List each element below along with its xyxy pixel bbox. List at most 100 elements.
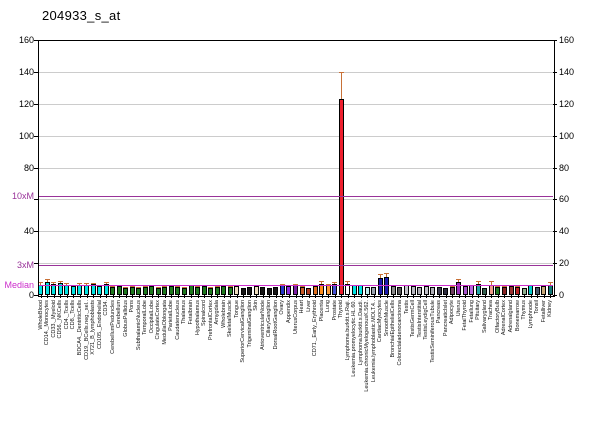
error-bar-cap [195,286,201,288]
y-axis-tick-right [553,103,557,105]
x-axis-tick [373,295,375,298]
bar [103,283,109,295]
bar [155,287,161,295]
x-tick-label: Heart [299,300,306,314]
x-tick-label: Lung [325,300,332,313]
error-bar-cap [475,280,481,282]
bar [97,286,103,295]
x-axis-tick [223,295,225,298]
bar [123,287,129,295]
bar [345,283,351,295]
y-axis-tick-left [34,103,38,105]
y-axis-tick-left [34,199,38,201]
x-tick-label: Pituitary [475,300,482,320]
x-tick-label: BronchialEpithelialCells [390,300,397,358]
x-tick-label: TestisSeminiferousTubule [429,300,436,363]
error-bar-cap [155,287,161,289]
bar [116,286,122,295]
x-tick-label: Spinalcord [201,300,208,326]
x-tick-label: Thyroid [338,300,345,319]
x-tick-label: BDCA4._DentriticCells [76,300,83,356]
error-bar-cap [338,71,344,73]
x-axis-tick [484,295,486,298]
x-axis-tick [524,295,526,298]
error-bar [549,282,551,285]
error-bar-cap [332,282,338,284]
x-axis-tick [399,295,401,298]
x-axis-tick [158,295,160,298]
x-tick-label: Wholebrain [220,300,227,328]
x-tick-label: Leukemia.promyelocytic.HL.60. [351,300,358,377]
error-bar [490,281,492,285]
bar [364,287,370,295]
bar [260,287,266,295]
x-tick-label: Thalamus [181,300,188,325]
bar [528,285,534,295]
gridline [38,135,553,137]
x-tick-label: Thymus [521,300,528,320]
bar [443,287,449,295]
x-axis-tick [550,295,552,298]
x-axis-tick [288,295,290,298]
x-tick-label: PrefrontalCortex [207,300,214,341]
bar [377,278,383,295]
y-axis-tick-right [553,71,557,73]
x-tick-label: TestisLeydigCell [423,300,430,340]
chart-title: 204933_s_at [42,8,121,23]
x-tick-label: Colorectaladenocarcinoma [396,300,403,366]
x-tick-label: Pons [129,300,136,313]
error-bar-cap [293,283,298,285]
bar [188,285,194,295]
y-axis-label-median: Median [4,279,34,290]
error-bar-cap [64,283,70,285]
error-bar [340,71,342,99]
bar [410,286,416,295]
x-axis-tick [295,295,297,298]
y-tick-label-right: 80 [559,162,570,173]
bar [547,284,553,295]
bar [541,286,547,295]
y-axis-tick-left [34,295,38,296]
bar [168,286,174,295]
x-axis-tick [497,295,499,298]
x-axis-tick [230,295,232,298]
bar [332,283,338,295]
bar [90,283,96,295]
bar [306,287,312,295]
bar [495,287,501,295]
x-tick-label: Placenta [318,300,325,322]
bar [312,286,318,295]
y-axis-tick-left [34,263,38,265]
y-axis-tick-right [553,295,557,296]
x-tick-label: SuperiorCervicalGanglion [240,300,247,363]
x-tick-label: AdrenalCortex [501,300,508,336]
bar [162,287,168,295]
error-bar-cap [136,287,142,289]
error-bar-cap [162,286,168,288]
bar [77,284,83,295]
x-tick-label: Fetalliver [540,300,547,323]
x-axis-tick [282,295,284,298]
error-bar-cap [449,286,455,288]
x-axis-tick [419,295,421,298]
error-bar [40,282,42,285]
bar [181,287,187,295]
y-tick-label-left: 80 [23,162,34,173]
bar [279,285,285,295]
y-tick-label-left: 0 [28,290,34,300]
bar [508,286,514,295]
error-bar-cap [456,279,462,281]
error-bar-cap [501,286,507,288]
bar [273,287,279,295]
bar [266,287,272,295]
y-axis-tick-left [34,71,38,73]
x-axis-tick [86,295,88,298]
bar [142,287,148,295]
gridline [38,40,553,41]
bar [371,287,377,295]
error-bar-cap [547,282,553,284]
error-bar [46,279,48,283]
bar [501,287,507,295]
x-axis-tick [458,295,460,298]
x-axis-tick [393,295,395,298]
